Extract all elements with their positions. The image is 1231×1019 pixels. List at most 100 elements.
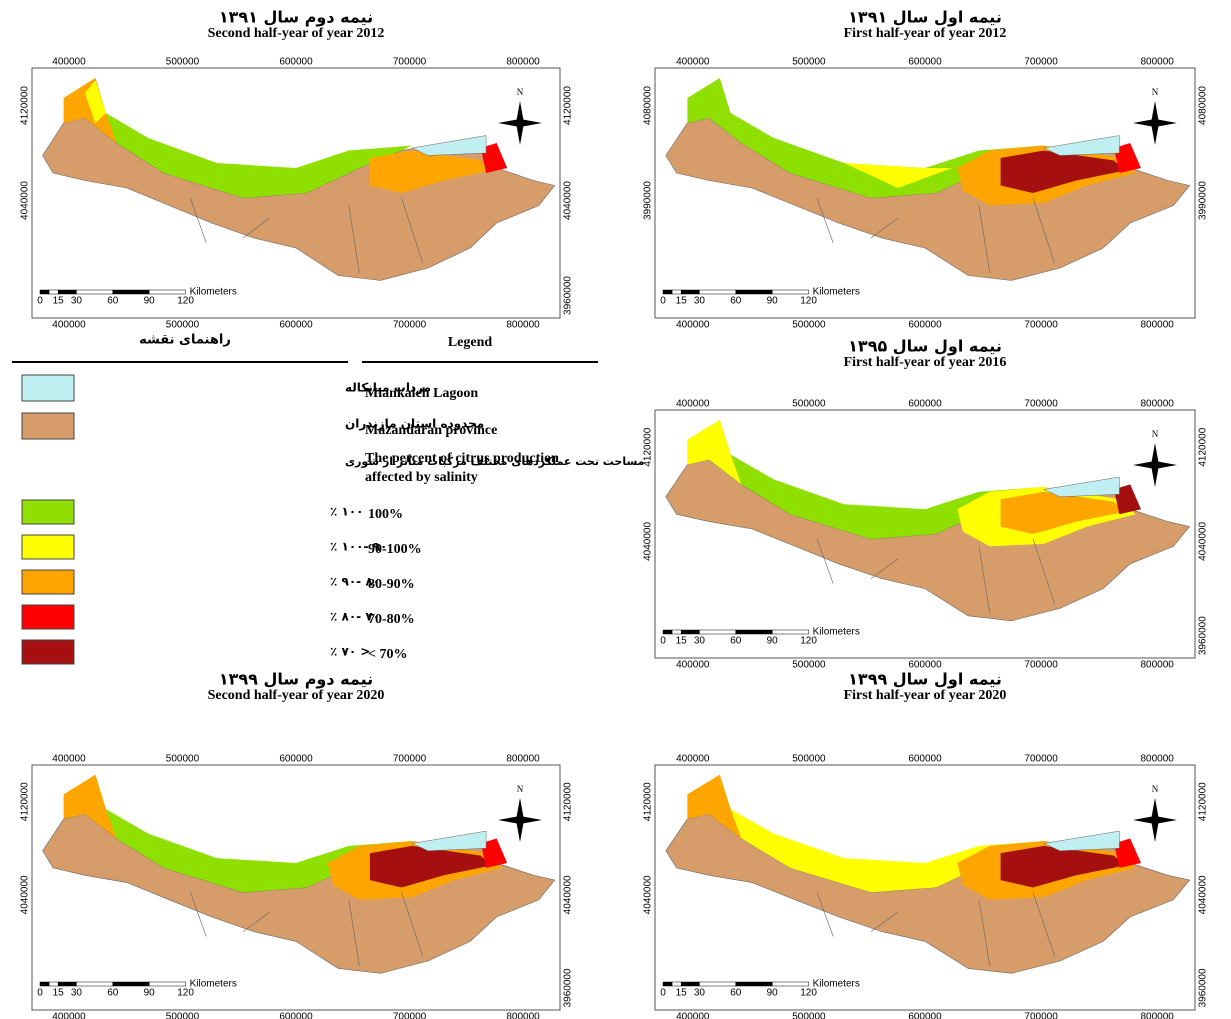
x-tick-label: 800000 xyxy=(1141,399,1175,410)
salinity-zone xyxy=(1114,838,1141,868)
scale-label: 30 xyxy=(71,988,83,999)
salinity-zone xyxy=(687,419,742,485)
north-label: N xyxy=(1152,87,1159,97)
scale-unit: Kilometers xyxy=(190,979,237,990)
x-tick-label: 500000 xyxy=(792,399,826,410)
scale-label: 0 xyxy=(37,988,43,999)
x-tick-label: 700000 xyxy=(1024,399,1058,410)
x-tick-label: 600000 xyxy=(279,1012,313,1019)
legend-heading-fa: مساحت تحت عملکردهای مختلف مرکبات متأثر ا… xyxy=(345,454,645,468)
x-tick-label: 500000 xyxy=(166,320,200,331)
salinity-zone xyxy=(480,838,508,868)
x-tick-label: 700000 xyxy=(1024,1012,1058,1019)
class-label-en: 90-100% xyxy=(368,542,422,557)
x-tick-label: 400000 xyxy=(52,754,86,765)
scale-label: 30 xyxy=(694,636,706,647)
scale-bar xyxy=(680,629,700,635)
class-label-en: 80-90% xyxy=(368,577,415,592)
y-tick-label: 4040000 xyxy=(643,875,654,914)
salinity-zone xyxy=(84,80,106,123)
district-border xyxy=(348,899,360,966)
y-tick-label: 4120000 xyxy=(20,782,31,821)
x-tick-label: 800000 xyxy=(1141,320,1175,331)
y-tick-label: 4080000 xyxy=(1198,86,1209,125)
y-tick-label: 4120000 xyxy=(1198,782,1209,821)
district-border xyxy=(816,197,834,244)
scale-label: 90 xyxy=(144,296,156,307)
x-tick-label: 600000 xyxy=(908,57,942,68)
scale-label: 30 xyxy=(71,296,83,307)
salinity-zone xyxy=(63,774,413,893)
x-tick-label: 800000 xyxy=(506,1012,540,1019)
district-border xyxy=(978,546,991,614)
north-arrow xyxy=(498,119,542,127)
class-label-fa: < ٧٠ ٪ xyxy=(330,645,370,659)
salinity-zone xyxy=(1000,491,1125,534)
x-tick-label: 700000 xyxy=(1024,320,1058,331)
scale-label: 60 xyxy=(730,296,742,307)
x-tick-label: 500000 xyxy=(792,1012,826,1019)
district-border xyxy=(870,558,899,579)
legend-heading-en: affected by salinity xyxy=(365,470,478,485)
district-border xyxy=(978,899,991,966)
y-tick-label: 4040000 xyxy=(563,181,574,220)
class-label-en: 70-80% xyxy=(368,612,415,627)
north-label: N xyxy=(1152,784,1159,794)
x-tick-label: 800000 xyxy=(506,320,540,331)
salinity-zone xyxy=(687,774,1044,893)
district-border xyxy=(401,892,424,957)
scale-label: 120 xyxy=(800,636,817,647)
y-tick-label: 4040000 xyxy=(20,181,31,220)
legend-label-en: Mazandaran province xyxy=(365,423,497,438)
scale-label: 60 xyxy=(730,636,742,647)
x-tick-label: 600000 xyxy=(908,660,942,671)
salinity-zone xyxy=(687,419,1044,539)
y-tick-label: 3990000 xyxy=(1198,181,1209,220)
district-border xyxy=(816,538,834,584)
scale-unit: Kilometers xyxy=(190,287,237,298)
legend-title-fa: راهنمای نقشه xyxy=(139,333,231,348)
map-title-fa: نیمه اول سال ۱۳۹۱ xyxy=(848,8,1002,27)
x-tick-label: 500000 xyxy=(166,57,200,68)
x-tick-label: 800000 xyxy=(1141,660,1175,671)
y-tick-label: 3960000 xyxy=(1198,968,1209,1007)
scale-label: 15 xyxy=(676,296,688,307)
map-title-en: First half-year of year 2012 xyxy=(844,26,1007,41)
scale-label: 0 xyxy=(660,296,666,307)
x-tick-label: 500000 xyxy=(166,1012,200,1019)
map-title-fa: نیمه دوم سال ۱۳۹۹ xyxy=(219,670,373,689)
district-border xyxy=(348,205,360,274)
north-arrow xyxy=(1133,119,1177,127)
scale-label: 90 xyxy=(767,988,779,999)
class-swatch xyxy=(21,569,75,595)
north-arrow xyxy=(1133,461,1177,469)
class-label-fa: ٩٠ -١٠٠ ٪ xyxy=(330,540,387,554)
scale-label: 15 xyxy=(676,636,688,647)
x-tick-label: 700000 xyxy=(1024,57,1058,68)
province-swatch xyxy=(21,412,75,440)
north-label: N xyxy=(517,87,524,97)
scale-label: 120 xyxy=(800,988,817,999)
scale-bar xyxy=(76,981,114,987)
scale-bar xyxy=(671,981,682,987)
scale-bar xyxy=(57,981,77,987)
scale-label: 0 xyxy=(660,636,666,647)
x-tick-label: 700000 xyxy=(393,320,427,331)
scale-bar xyxy=(662,981,673,987)
x-tick-label: 400000 xyxy=(676,660,710,671)
north-arrow xyxy=(1133,816,1177,824)
scale-bar xyxy=(735,289,773,295)
scale-unit: Kilometers xyxy=(813,627,860,638)
scale-bar xyxy=(735,981,773,987)
district-border xyxy=(816,892,834,937)
y-tick-label: 4040000 xyxy=(563,875,574,914)
lagoon-swatch xyxy=(21,374,75,402)
district-border xyxy=(190,197,207,244)
lagoon xyxy=(1042,135,1120,156)
x-tick-label: 600000 xyxy=(908,320,942,331)
district-border xyxy=(870,911,899,932)
scale-label: 30 xyxy=(694,988,706,999)
x-tick-label: 700000 xyxy=(393,754,427,765)
legend-heading-en: The percent of citrus production xyxy=(365,451,559,466)
scale-label: 15 xyxy=(53,296,65,307)
